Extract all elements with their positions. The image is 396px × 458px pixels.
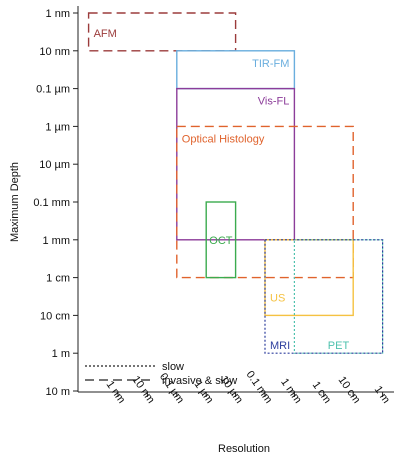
y-tick-label: 1 mm bbox=[43, 235, 71, 247]
box-label-afm: AFM bbox=[94, 28, 117, 40]
y-tick-label: 0.1 µm bbox=[36, 84, 70, 96]
x-tick-label: 10 cm bbox=[336, 374, 363, 405]
box-label-vis-fl: Vis-FL bbox=[258, 96, 290, 108]
x-tick-label: 1 cm bbox=[310, 379, 334, 405]
y-tick-label: 1 nm bbox=[46, 8, 70, 20]
legend-label-slow: slow bbox=[162, 361, 184, 373]
x-tick-label: 0.1 mm bbox=[243, 369, 274, 406]
y-tick-label: 10 cm bbox=[40, 310, 70, 322]
box-label-mri: MRI bbox=[270, 340, 290, 352]
y-tick-label: 1 m bbox=[52, 348, 70, 360]
box-label-us: US bbox=[270, 292, 285, 304]
box-oct bbox=[205, 201, 237, 279]
box-afm bbox=[87, 12, 237, 52]
y-tick-label: 0.1 mm bbox=[33, 197, 70, 209]
box-label-oct: OCT bbox=[209, 235, 233, 247]
legend-label-invasive-slow: invasive & slow bbox=[162, 375, 237, 387]
box-label-tir-fm: TIR-FM bbox=[252, 58, 289, 70]
y-tick-label: 10 nm bbox=[39, 46, 70, 58]
y-tick-label: 1 cm bbox=[46, 273, 70, 285]
x-tick-label: 1 mm bbox=[278, 376, 304, 405]
box-mri bbox=[264, 239, 384, 354]
box-optical-histology bbox=[176, 125, 354, 279]
box-pet bbox=[293, 239, 384, 354]
y-axis-title: Maximum Depth bbox=[9, 162, 21, 242]
box-label-optical-histology: Optical Histology bbox=[182, 133, 265, 145]
x-axis-title: Resolution bbox=[218, 443, 270, 455]
x-tick-label: 10 nm bbox=[129, 374, 156, 406]
y-tick-label: 1 µm bbox=[45, 121, 70, 133]
y-tick-label: 10 m bbox=[46, 386, 70, 398]
x-tick-label: 1 m bbox=[372, 384, 392, 406]
box-label-pet: PET bbox=[328, 340, 350, 352]
y-tick-label: 10 µm bbox=[39, 159, 70, 171]
